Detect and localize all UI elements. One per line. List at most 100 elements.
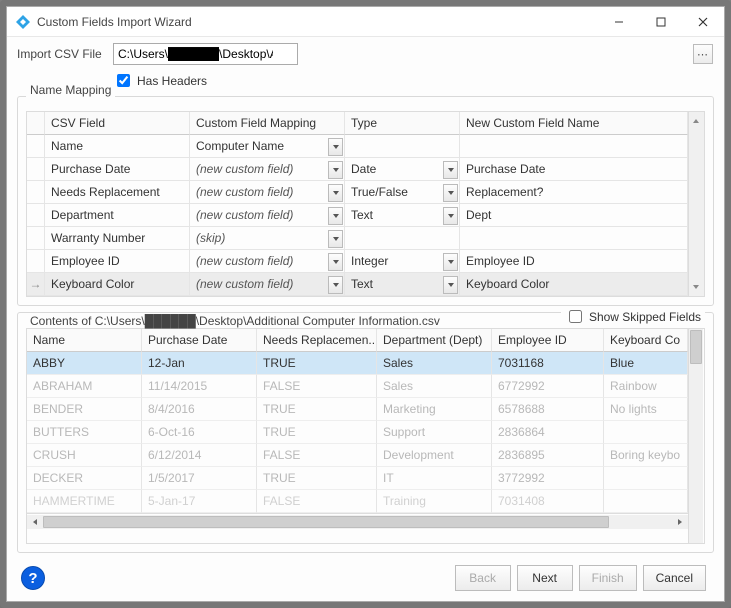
type-dropdown[interactable] — [443, 161, 458, 179]
next-button[interactable]: Next — [517, 565, 573, 591]
mapping-dropdown[interactable] — [328, 138, 343, 156]
mapping-scrollbar[interactable] — [689, 111, 705, 297]
new-name-cell[interactable]: Dept — [460, 204, 688, 227]
preview-cell: 6/12/2014 — [142, 444, 257, 467]
back-button[interactable]: Back — [455, 565, 511, 591]
csv-field-cell: Keyboard Color — [45, 273, 190, 296]
minimize-button[interactable] — [598, 7, 640, 37]
mapping-row[interactable]: Purchase Date(new custom field)DatePurch… — [27, 158, 688, 181]
maximize-button[interactable] — [640, 7, 682, 37]
dialog-window: Custom Fields Import Wizard Import CSV F… — [6, 6, 725, 602]
type-cell[interactable] — [345, 227, 460, 250]
new-name-cell[interactable]: Replacement? — [460, 181, 688, 204]
row-marker — [27, 181, 45, 204]
titlebar: Custom Fields Import Wizard — [7, 7, 724, 37]
row-marker — [27, 204, 45, 227]
mapping-dropdown[interactable] — [328, 230, 343, 248]
scroll-right-icon — [672, 515, 688, 529]
mapping-dropdown[interactable] — [328, 161, 343, 179]
preview-row[interactable]: BENDER8/4/2016TRUEMarketing6578688No lig… — [27, 398, 688, 421]
mapping-dropdown[interactable] — [328, 276, 343, 294]
name-mapping-group: Name Mapping CSV Field Custom Field Mapp… — [17, 96, 714, 306]
help-icon: ? — [28, 570, 37, 587]
preview-row[interactable]: ABBY12-JanTRUESales7031168Blue — [27, 352, 688, 375]
mapping-dropdown[interactable] — [328, 253, 343, 271]
mapping-dropdown[interactable] — [328, 207, 343, 225]
cancel-button[interactable]: Cancel — [643, 565, 706, 591]
new-name-cell[interactable]: Purchase Date — [460, 158, 688, 181]
preview-cell: Sales — [377, 375, 492, 398]
preview-cell: 12-Jan — [142, 352, 257, 375]
new-name-cell[interactable] — [460, 135, 688, 158]
row-marker — [27, 227, 45, 250]
preview-cell: 7031408 — [492, 490, 604, 513]
preview-cell: BUTTERS — [27, 421, 142, 444]
new-name-cell[interactable] — [460, 227, 688, 250]
mapping-cell[interactable]: (new custom field) — [190, 181, 345, 204]
contents-title: Contents of C:\Users\██████\Desktop\Addi… — [26, 314, 444, 328]
close-button[interactable] — [682, 7, 724, 37]
preview-row[interactable]: ABRAHAM11/14/2015FALSESales6772992Rainbo… — [27, 375, 688, 398]
type-cell[interactable]: Text — [345, 204, 460, 227]
mapping-row[interactable]: Department(new custom field)TextDept — [27, 204, 688, 227]
show-skipped-checkbox[interactable] — [569, 310, 582, 323]
has-headers-checkbox[interactable] — [117, 74, 130, 87]
pv-col-name: Name — [27, 329, 142, 352]
type-cell[interactable]: Integer — [345, 250, 460, 273]
preview-cell: HAMMERTIME — [27, 490, 142, 513]
col-csv-field: CSV Field — [45, 112, 190, 135]
preview-cell: Rainbow — [604, 375, 688, 398]
mapping-row[interactable]: Warranty Number(skip) — [27, 227, 688, 250]
scroll-up-icon — [692, 114, 700, 128]
preview-row[interactable]: DECKER1/5/2017TRUEIT3772992 — [27, 467, 688, 490]
preview-cell: Blue — [604, 352, 688, 375]
mapping-row[interactable]: Employee ID(new custom field)IntegerEmpl… — [27, 250, 688, 273]
preview-cell: TRUE — [257, 398, 377, 421]
mapping-cell[interactable]: Computer Name — [190, 135, 345, 158]
new-name-cell[interactable]: Employee ID — [460, 250, 688, 273]
csv-field-cell: Department — [45, 204, 190, 227]
type-cell[interactable] — [345, 135, 460, 158]
preview-v-scrollbar[interactable] — [689, 328, 705, 544]
new-name-cell[interactable]: Keyboard Color — [460, 273, 688, 296]
type-dropdown[interactable] — [443, 253, 458, 271]
mapping-cell[interactable]: (new custom field) — [190, 273, 345, 296]
preview-cell: Boring keybo — [604, 444, 688, 467]
help-button[interactable]: ? — [21, 566, 45, 590]
preview-cell: TRUE — [257, 352, 377, 375]
preview-cell: BENDER — [27, 398, 142, 421]
preview-cell: ABRAHAM — [27, 375, 142, 398]
minimize-icon — [614, 17, 624, 27]
type-cell[interactable]: Date — [345, 158, 460, 181]
v-scroll-thumb[interactable] — [690, 330, 702, 364]
csv-field-cell: Purchase Date — [45, 158, 190, 181]
mapping-row[interactable]: Needs Replacement(new custom field)True/… — [27, 181, 688, 204]
finish-button[interactable]: Finish — [579, 565, 637, 591]
mapping-dropdown[interactable] — [328, 184, 343, 202]
type-cell[interactable]: True/False — [345, 181, 460, 204]
close-icon — [698, 17, 708, 27]
preview-cell: 5-Jan-17 — [142, 490, 257, 513]
mapping-cell[interactable]: (new custom field) — [190, 204, 345, 227]
preview-row[interactable]: CRUSH6/12/2014FALSEDevelopment2836895Bor… — [27, 444, 688, 467]
preview-row[interactable]: BUTTERS6-Oct-16TRUESupport2836864 — [27, 421, 688, 444]
mapping-cell[interactable]: (skip) — [190, 227, 345, 250]
mapping-row[interactable]: NameComputer Name — [27, 135, 688, 158]
type-dropdown[interactable] — [443, 276, 458, 294]
preview-h-scrollbar[interactable] — [27, 513, 688, 529]
mapping-grid[interactable]: CSV Field Custom Field Mapping Type New … — [26, 111, 689, 297]
type-cell[interactable]: Text — [345, 273, 460, 296]
mapping-cell[interactable]: (new custom field) — [190, 250, 345, 273]
preview-grid[interactable]: Name Purchase Date Needs Replacemen... D… — [26, 328, 689, 544]
browse-button[interactable]: ⋯ — [693, 44, 713, 64]
contents-group: Contents of C:\Users\██████\Desktop\Addi… — [17, 312, 714, 553]
csv-path-input[interactable] — [113, 43, 298, 65]
preview-cell: Marketing — [377, 398, 492, 421]
mapping-cell[interactable]: (new custom field) — [190, 158, 345, 181]
row-marker — [27, 135, 45, 158]
type-dropdown[interactable] — [443, 184, 458, 202]
mapping-row[interactable]: →Keyboard Color(new custom field)TextKey… — [27, 273, 688, 296]
h-scroll-thumb[interactable] — [43, 516, 609, 528]
preview-row[interactable]: HAMMERTIME5-Jan-17FALSETraining7031408 — [27, 490, 688, 513]
type-dropdown[interactable] — [443, 207, 458, 225]
